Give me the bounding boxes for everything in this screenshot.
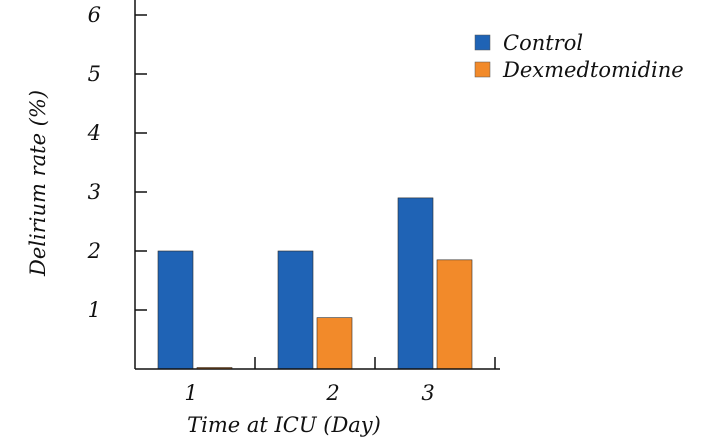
y-tick-label-2: 2	[87, 239, 101, 263]
x-tick-label-2: 2	[325, 381, 339, 405]
bar-control-3	[397, 197, 434, 370]
bars-layer	[157, 197, 473, 370]
x-ticks: 1 2 3	[184, 357, 496, 405]
x-axis-title: Time at ICU (Day)	[187, 413, 381, 437]
legend: Control Dexmedtomidine	[474, 31, 684, 82]
y-tick-label-5: 5	[88, 62, 101, 86]
legend-label-control: Control	[503, 31, 583, 55]
bar-dexmedtomidine-3	[436, 259, 473, 370]
bar-dexmedtomidine-2	[316, 317, 353, 370]
bar-control-2	[277, 250, 314, 370]
y-ticks: 1 2 3 4 5 6	[87, 3, 147, 322]
y-tick-label-6: 6	[88, 3, 101, 27]
x-tick-label-3: 3	[421, 381, 434, 405]
y-axis-title: Delirium rate (%)	[26, 90, 50, 277]
y-tick-label-3: 3	[88, 180, 101, 204]
legend-swatch-control	[474, 34, 491, 51]
bar-control-1	[157, 250, 194, 370]
legend-swatch-dexmedtomidine	[474, 61, 491, 78]
y-tick-label-1: 1	[88, 298, 101, 322]
legend-label-dexmedtomidine: Dexmedtomidine	[502, 58, 684, 82]
x-tick-label-1: 1	[184, 381, 197, 405]
y-tick-label-4: 4	[87, 121, 101, 145]
